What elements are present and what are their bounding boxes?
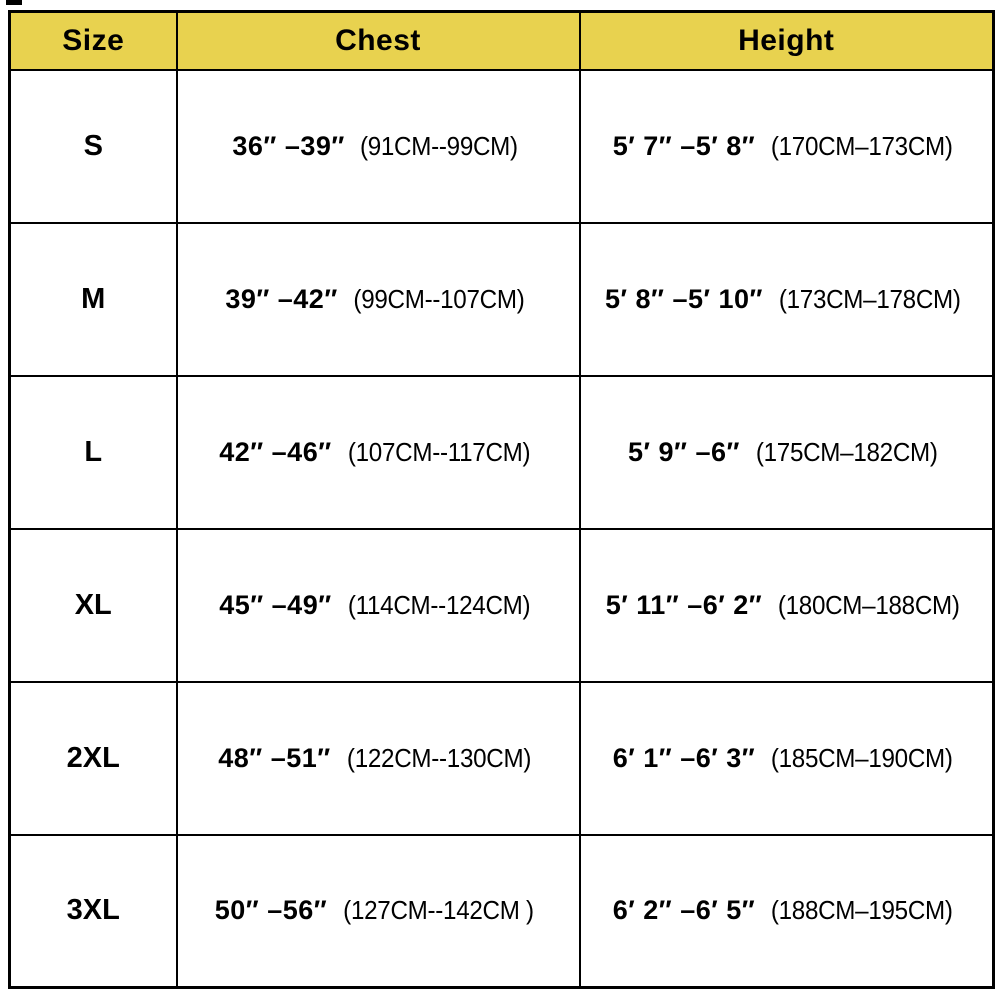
height-range: 5′ 7″ –5′ 8″ xyxy=(612,130,756,161)
height-cell: 5′ 9″ –6″ (175CM–182CM) xyxy=(578,374,995,530)
height-range: 6′ 1″ –6′ 3″ xyxy=(612,742,756,773)
chest-cm: (91CM--99CM) xyxy=(359,130,518,161)
header-size: Size xyxy=(8,10,178,71)
table-row-s: S 36″ –39″ (91CM--99CM) 5′ 7″ –5′ 8″ (170C… xyxy=(8,68,995,224)
chest-cm: (99CM--107CM) xyxy=(353,283,525,314)
size-label: L xyxy=(8,374,178,530)
height-cell: 6′ 1″ –6′ 3″ (185CM–190CM) xyxy=(578,680,995,836)
chest-cell: 50″ –56″ (127CM--142CM ) xyxy=(175,833,581,989)
chest-cell: 45″ –49″ (114CM--124CM) xyxy=(175,527,581,683)
chest-range: 50″ –56″ xyxy=(214,895,328,926)
chest-range: 42″ –46″ xyxy=(219,436,332,467)
height-cell: 5′ 7″ –5′ 8″ (170CM–173CM) xyxy=(578,68,995,224)
size-label: XL xyxy=(8,527,178,683)
chest-cm: (127CM--142CM ) xyxy=(343,895,535,926)
height-range: 5′ 11″ –6′ 2″ xyxy=(605,589,763,620)
size-chart-table: Size Chest Height S 36″ –39″ (91CM--99CM)… xyxy=(8,10,995,989)
table-row-3xl: 3XL 50″ –56″ (127CM--142CM ) 6′ 2″ –6′ 5″… xyxy=(8,833,995,989)
height-cell: 5′ 11″ –6′ 2″ (180CM–188CM) xyxy=(578,527,995,683)
height-range: 5′ 9″ –6″ xyxy=(628,436,740,467)
chest-range: 48″ –51″ xyxy=(218,742,331,773)
height-range: 5′ 8″ –5′ 10″ xyxy=(605,283,763,314)
chest-range: 36″ –39″ xyxy=(232,130,345,161)
size-label: S xyxy=(8,68,178,224)
size-label: M xyxy=(8,221,178,377)
height-cm: (185CM–190CM) xyxy=(771,742,953,773)
chest-range: 39″ –42″ xyxy=(225,283,338,314)
size-label: 3XL xyxy=(8,833,178,989)
chest-cell: 39″ –42″ (99CM--107CM) xyxy=(175,221,581,377)
header-height: Height xyxy=(578,10,995,71)
size-label: 2XL xyxy=(8,680,178,836)
table-header-row: Size Chest Height xyxy=(8,10,995,71)
height-cell: 6′ 2″ –6′ 5″ (188CM–195CM) xyxy=(578,833,995,989)
height-range: 6′ 2″ –6′ 5″ xyxy=(612,895,756,926)
chest-range: 45″ –49″ xyxy=(219,589,332,620)
table-row-xl: XL 45″ –49″ (114CM--124CM) 5′ 11″ –6′ 2″ (… xyxy=(8,527,995,683)
table-row-l: L 42″ –46″ (107CM--117CM) 5′ 9″ –6″ (175CM… xyxy=(8,374,995,530)
edge-artifact xyxy=(6,0,22,5)
chest-cm: (114CM--124CM) xyxy=(347,589,531,620)
height-cm: (173CM–178CM) xyxy=(778,283,961,314)
height-cm: (180CM–188CM) xyxy=(778,589,960,620)
header-chest: Chest xyxy=(175,10,581,71)
chest-cm: (107CM--117CM) xyxy=(347,436,531,467)
height-cm: (188CM–195CM) xyxy=(771,895,953,926)
chest-cell: 42″ –46″ (107CM--117CM) xyxy=(175,374,581,530)
chest-cm: (122CM--130CM) xyxy=(346,742,531,773)
height-cm: (175CM–182CM) xyxy=(755,436,938,467)
table-row-2xl: 2XL 48″ –51″ (122CM--130CM) 6′ 1″ –6′ 3″ (… xyxy=(8,680,995,836)
table-row-m: M 39″ –42″ (99CM--107CM) 5′ 8″ –5′ 10″ (17… xyxy=(8,221,995,377)
chest-cell: 36″ –39″ (91CM--99CM) xyxy=(175,68,581,224)
height-cm: (170CM–173CM) xyxy=(771,130,953,161)
height-cell: 5′ 8″ –5′ 10″ (173CM–178CM) xyxy=(578,221,995,377)
chest-cell: 48″ –51″ (122CM--130CM) xyxy=(175,680,581,836)
